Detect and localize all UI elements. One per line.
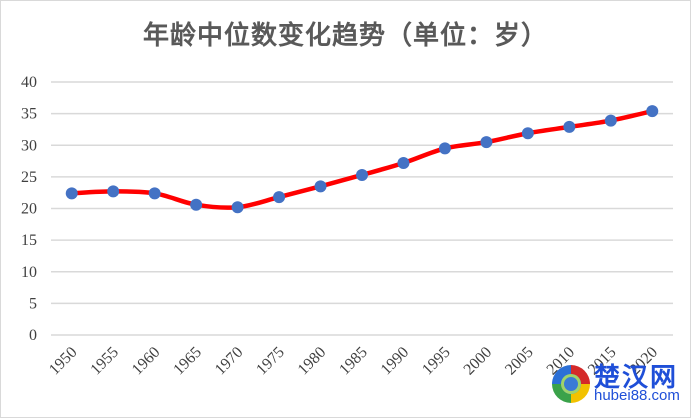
chart-title: 年龄中位数变化趋势（单位：岁） xyxy=(142,21,548,51)
y-tick-label: 20 xyxy=(21,201,37,218)
data-point-marker xyxy=(65,187,78,200)
x-tick-label: 1980 xyxy=(295,344,330,379)
x-tick-label: 1950 xyxy=(46,344,81,379)
y-tick-label: 25 xyxy=(21,169,37,186)
x-tick-label: 1985 xyxy=(336,344,371,379)
data-point-marker xyxy=(356,168,368,181)
x-tick-label: 1975 xyxy=(253,344,288,379)
y-tick-label: 0 xyxy=(29,327,37,344)
watermark-url: hubei88.com xyxy=(594,387,680,404)
globe-logo-icon xyxy=(552,365,590,403)
watermark: 楚汉网 hubei88.com xyxy=(552,357,682,411)
data-point-marker xyxy=(438,142,451,155)
x-tick-label: 1990 xyxy=(378,344,413,379)
x-tick-label: 1995 xyxy=(419,344,454,379)
data-point-marker xyxy=(273,191,286,204)
data-point-marker xyxy=(604,114,617,127)
x-tick-label: 2000 xyxy=(461,344,496,379)
data-point-marker xyxy=(231,201,244,214)
watermark-name: 楚汉网 xyxy=(594,363,679,393)
data-point-marker xyxy=(521,127,534,140)
data-point-marker xyxy=(397,156,410,169)
y-tick-label: 30 xyxy=(21,137,37,154)
data-point-marker xyxy=(314,180,327,193)
data-point-marker xyxy=(480,136,493,149)
x-tick-label: 1965 xyxy=(170,344,205,379)
y-tick-label: 40 xyxy=(21,74,37,91)
x-tick-label: 1960 xyxy=(129,344,164,379)
y-tick-label: 15 xyxy=(21,232,37,249)
data-point-marker xyxy=(190,198,203,211)
data-point-marker xyxy=(646,105,659,118)
y-tick-label: 35 xyxy=(21,106,37,123)
y-tick-label: 5 xyxy=(29,295,37,312)
data-point-marker xyxy=(107,185,120,198)
x-tick-label: 2005 xyxy=(502,344,537,379)
data-point-marker xyxy=(563,120,576,133)
y-tick-label: 10 xyxy=(21,264,37,281)
x-tick-label: 1970 xyxy=(212,344,247,379)
data-point-marker xyxy=(148,187,161,200)
x-tick-label: 1955 xyxy=(87,344,122,379)
